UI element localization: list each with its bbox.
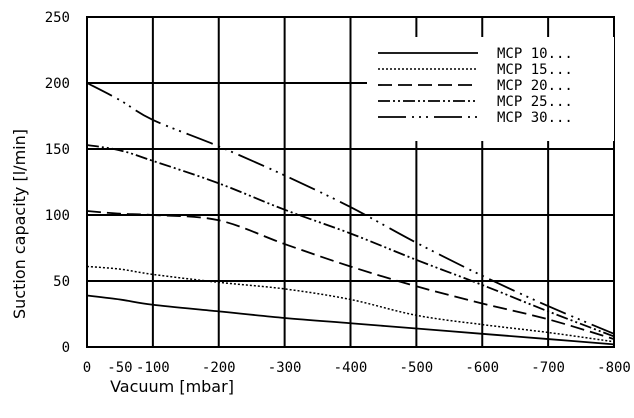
x-tick-label: -500 [400, 360, 434, 376]
series-line-1 [86, 294, 615, 346]
series-line-2 [86, 265, 615, 343]
x-tick-label: -400 [334, 360, 368, 376]
legend-box [367, 37, 614, 141]
y-tick-label: 100 [45, 208, 70, 224]
legend-label: MCP 15... [497, 62, 573, 78]
x-tick-label: -600 [465, 360, 499, 376]
x-tick-label: -50 [107, 360, 132, 376]
x-tick-label: -100 [136, 360, 170, 376]
x-tick-label: -200 [202, 360, 236, 376]
y-tick-label: 0 [62, 340, 70, 356]
x-tick-label: -300 [268, 360, 302, 376]
x-tick-label: -700 [531, 360, 565, 376]
y-tick-label: 150 [45, 142, 70, 158]
legend-label: MCP 25... [497, 94, 573, 110]
y-tick-label: 50 [53, 274, 70, 290]
series-line-4 [86, 144, 615, 338]
x-axis-label: Vacuum [mbar] [110, 377, 234, 396]
y-axis-label: Suction capacity [l/min] [10, 129, 29, 319]
x-tick-label: 0 [83, 360, 91, 376]
legend-label: MCP 10... [497, 46, 573, 62]
y-tick-label: 200 [45, 76, 70, 92]
plot-frame [86, 16, 615, 348]
y-tick-label: 250 [45, 10, 70, 26]
legend-label: MCP 20... [497, 78, 573, 94]
series-line-3 [86, 210, 615, 340]
x-tick-label: -800 [597, 360, 631, 376]
legend-label: MCP 30... [497, 110, 573, 126]
series-line-5 [86, 82, 615, 335]
